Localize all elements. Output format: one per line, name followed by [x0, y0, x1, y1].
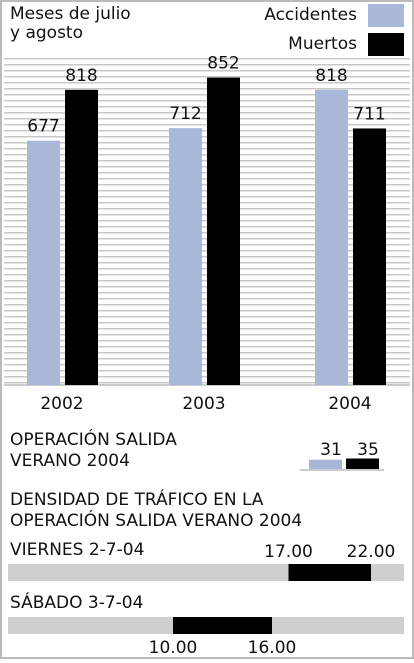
x-tick-label: 2004	[328, 394, 371, 414]
section-title: DENSIDAD DE TRÁFICO EN LA	[10, 488, 264, 510]
value-label: 818	[315, 66, 347, 86]
value-label: 712	[169, 104, 201, 124]
section-title: OPERACIÓN SALIDA	[10, 428, 177, 450]
legend-swatch	[368, 33, 404, 56]
range-bar	[288, 564, 371, 581]
bar	[65, 89, 98, 385]
x-tick-label: 2003	[182, 394, 225, 414]
value-label: 677	[27, 117, 59, 137]
time-label: 22.00	[347, 542, 396, 562]
subtitle: Meses de julio	[10, 4, 131, 24]
bar	[207, 77, 240, 385]
time-label: 17.00	[264, 542, 313, 562]
time-label: 10.00	[149, 638, 198, 658]
time-label: 16.00	[248, 638, 297, 658]
value-label: 711	[353, 104, 385, 124]
bar	[353, 128, 386, 385]
x-tick-label: 2002	[40, 394, 83, 414]
section-title: VERANO 2004	[10, 451, 130, 471]
bar	[315, 89, 348, 385]
range-bar	[173, 617, 272, 634]
legend-label: Muertos	[288, 34, 357, 54]
value-label: 31	[320, 440, 342, 460]
legend-label: Accidentes	[264, 5, 357, 25]
bar	[27, 140, 60, 385]
bar	[169, 128, 202, 386]
legend-swatch	[368, 4, 404, 27]
row-label: SÁBADO 3-7-04	[10, 591, 143, 613]
row-label: VIERNES 2-7-04	[10, 540, 144, 560]
subtitle: y agosto	[10, 23, 83, 43]
value-label: 818	[65, 66, 97, 86]
section-title: OPERACIÓN SALIDA VERANO 2004	[10, 509, 302, 531]
mini-bar	[309, 459, 342, 469]
value-label: 852	[207, 54, 239, 74]
mini-bar	[346, 458, 379, 469]
value-label: 35	[357, 440, 379, 460]
